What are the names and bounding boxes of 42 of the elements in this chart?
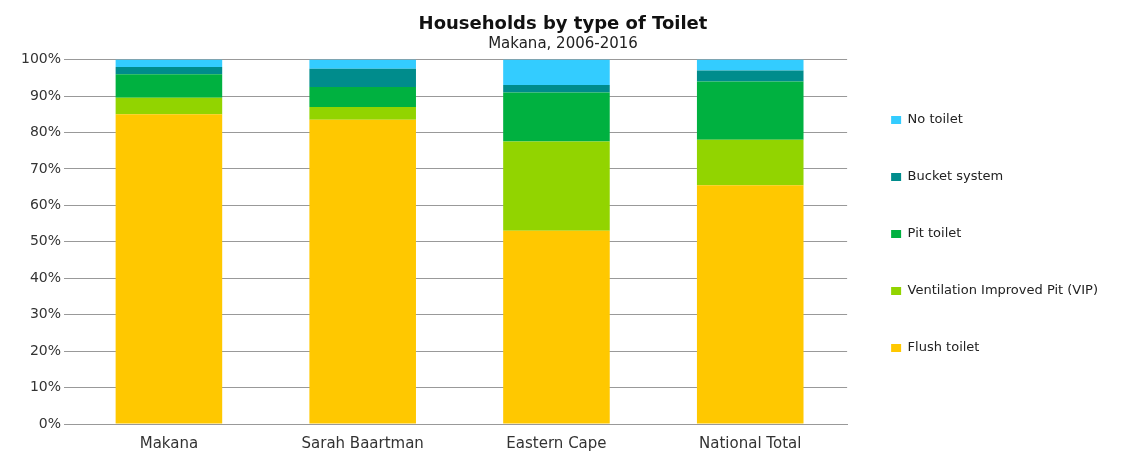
- y-tick-label: 20%: [29, 341, 62, 358]
- legend-label: No toilet: [907, 111, 963, 127]
- bar: [115, 66, 223, 75]
- bar: [115, 97, 223, 115]
- bar: [696, 81, 804, 140]
- y-tick-label: 40%: [29, 268, 62, 285]
- bar: [309, 106, 416, 120]
- chart-subtitle: Makana, 2006-2016: [488, 34, 638, 53]
- bar: [115, 59, 223, 67]
- bar: [309, 59, 416, 69]
- bar: [309, 86, 416, 107]
- y-tick-label: 60%: [29, 196, 62, 212]
- y-tick-label: 90%: [29, 86, 62, 103]
- bar: [115, 114, 223, 424]
- bar: [696, 70, 804, 82]
- y-tick-label: 80%: [29, 123, 62, 140]
- bar: [696, 139, 804, 186]
- legend-label: Pit toilet: [907, 225, 962, 241]
- y-tick-label: 50%: [29, 232, 62, 249]
- chart-title: Households by type of Toilet: [418, 12, 708, 34]
- bar: [309, 119, 416, 424]
- bar: [503, 141, 610, 231]
- y-tick-label: 70%: [29, 159, 62, 176]
- bar: [503, 230, 610, 424]
- bar: [696, 59, 804, 71]
- legend-label: Bucket system: [907, 168, 1004, 184]
- y-tick-label: 10%: [29, 378, 62, 395]
- bar: [115, 74, 223, 98]
- bar: [696, 185, 804, 424]
- bar: [503, 85, 610, 93]
- y-tick-label: 100%: [20, 50, 62, 67]
- legend-label: Ventilation Improved Pit (VIP): [907, 282, 1099, 298]
- bar: [503, 59, 610, 86]
- x-tick-label: Eastern Cape: [506, 433, 607, 452]
- y-tick-label: 0%: [38, 414, 62, 431]
- x-tick-label: Sarah Baartman: [301, 433, 424, 452]
- y-tick-label: 30%: [29, 305, 62, 322]
- x-tick-label: Makana: [139, 433, 199, 452]
- bar: [309, 68, 416, 87]
- bar: [503, 92, 610, 142]
- legend-label: Flush toilet: [907, 339, 980, 355]
- x-tick-label: National Total: [699, 433, 802, 452]
